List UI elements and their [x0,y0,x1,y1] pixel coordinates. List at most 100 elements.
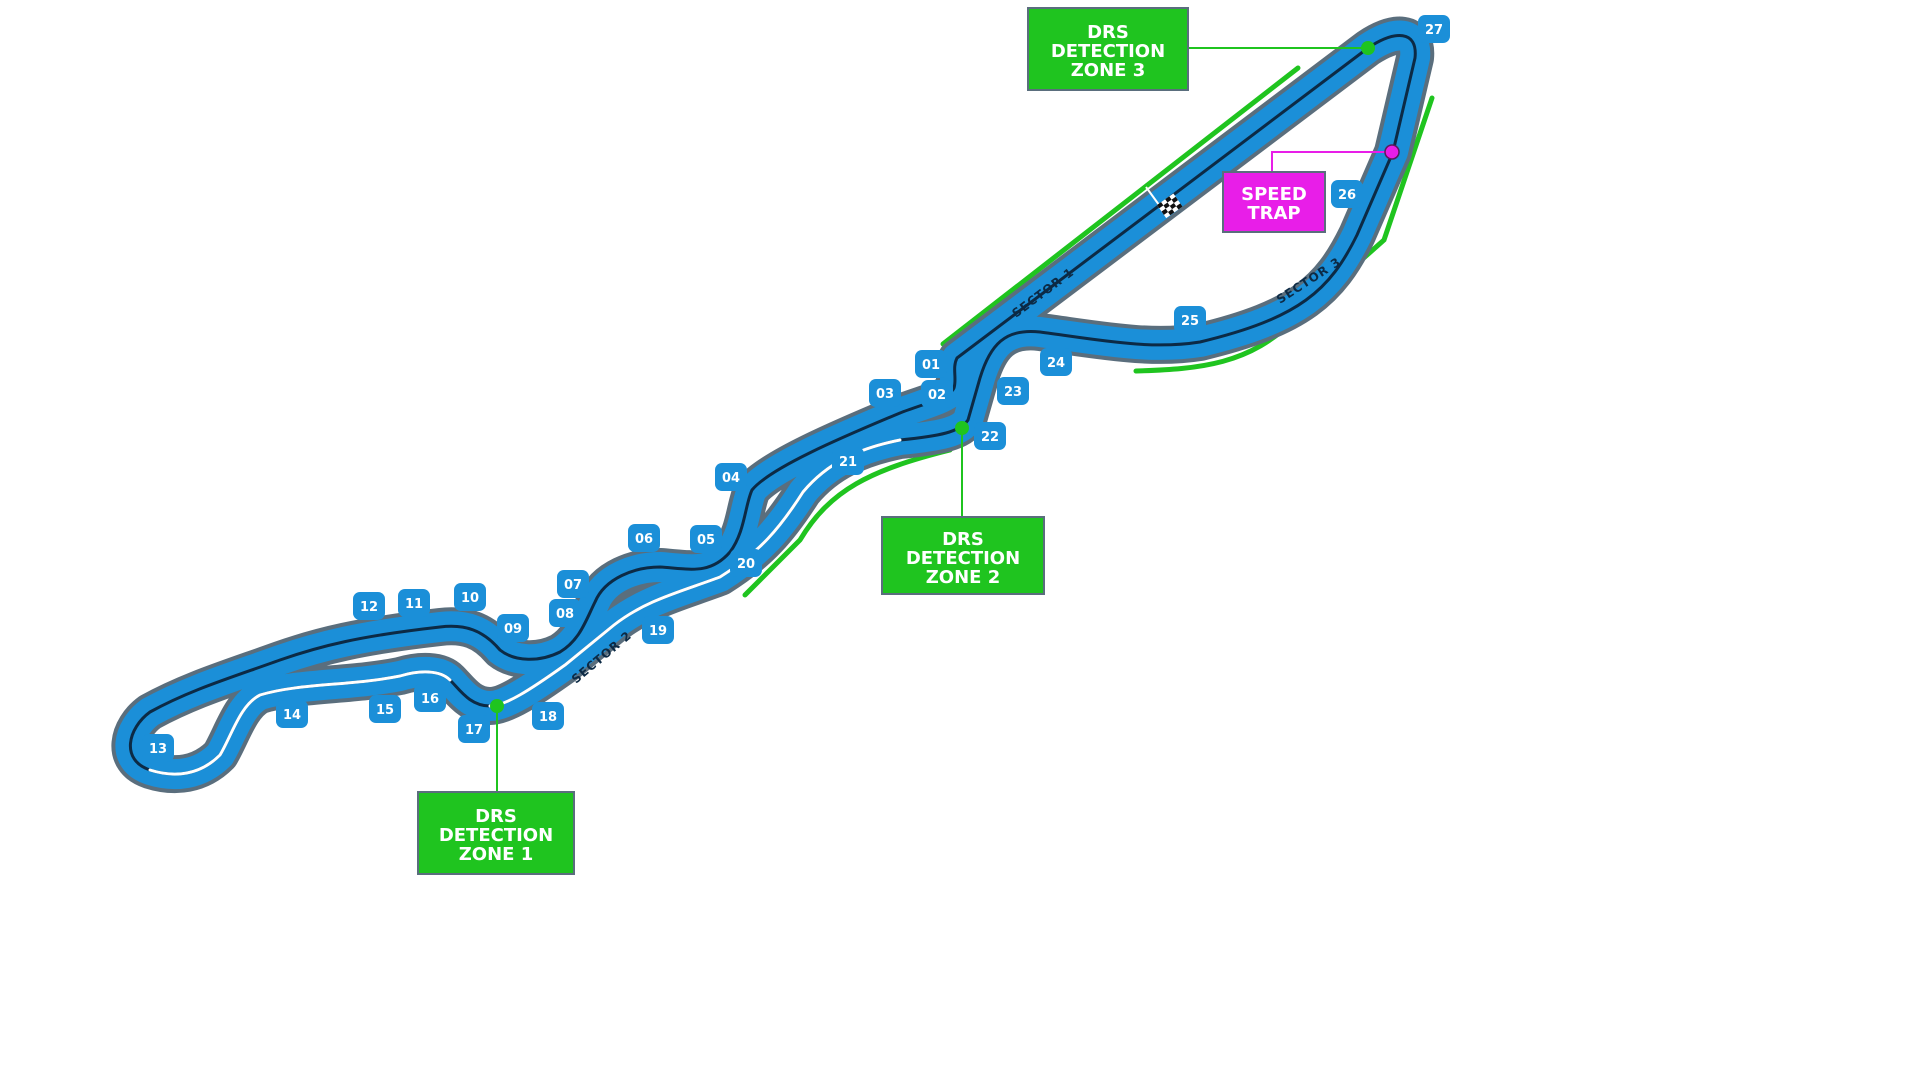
turn-number: 03 [876,387,894,402]
turn-badge-bg [142,734,174,762]
drs-zone-2-callout: DRS DETECTION ZONE 2 [881,516,1045,595]
turn-number: 16 [421,692,439,707]
checkered-flag-icon [1157,193,1183,219]
turn-number: 17 [465,723,483,738]
turn-badge-22: 22 [974,422,1006,450]
speed-trap-connector [1271,151,1392,172]
turn-number: 20 [737,557,755,572]
turn-badge-bg [557,570,589,598]
turn-number: 25 [1181,314,1199,329]
turn-badges: 01 02 03 04 05 06 07 08 09 10 11 12 13 14 15 16 17 18 19 20… [142,15,1450,762]
turn-badge-04: 04 [715,463,747,491]
turn-badge-bg [1331,180,1363,208]
turn-badge-27: 27 [1418,15,1450,43]
turn-badge-11: 11 [398,589,430,617]
turn-badge-09: 09 [497,614,529,642]
turn-number: 13 [149,742,167,757]
turn-badge-bg [715,463,747,491]
drs3-line1: DRS [1087,22,1129,43]
drs2-line2: DETECTION [906,548,1020,569]
turn-badge-bg [532,702,564,730]
turn-number: 27 [1425,23,1443,38]
turn-badge-bg [1174,306,1206,334]
turn-number: 10 [461,591,479,606]
turn-badge-03: 03 [869,379,901,407]
drs2-detection-point [955,421,969,435]
turn-badge-02: 02 [921,380,953,408]
turn-badge-bg [458,715,490,743]
turn-badge-bg [369,695,401,723]
turn-badge-bg [549,599,581,627]
speed-trap-point [1384,144,1400,160]
turn-badge-26: 26 [1331,180,1363,208]
turn-badge-07: 07 [557,570,589,598]
turn-number: 19 [649,624,667,639]
turn-badge-19: 19 [642,616,674,644]
turn-badge-bg [628,524,660,552]
turn-badge-15: 15 [369,695,401,723]
speed-trap-line2: TRAP [1247,203,1300,224]
turn-badge-17: 17 [458,715,490,743]
turn-badge-bg [1040,348,1072,376]
turn-badge-24: 24 [1040,348,1072,376]
turn-badge-bg [730,549,762,577]
turn-badge-bg [869,379,901,407]
turn-number: 09 [504,622,522,637]
drs2-line3: ZONE 2 [926,567,1001,588]
turn-badge-01: 01 [915,350,947,378]
turn-badge-bg [1418,15,1450,43]
turn-badge-bg [454,583,486,611]
turn-badge-06: 06 [628,524,660,552]
turn-badge-bg [921,380,953,408]
turn-badge-05: 05 [690,525,722,553]
turn-number: 22 [981,430,999,445]
drs1-line2: DETECTION [439,825,553,846]
drs3-line3: ZONE 3 [1071,60,1146,81]
drs2-line1: DRS [942,529,984,550]
drs-zone-1-callout: DRS DETECTION ZONE 1 [417,791,575,875]
turn-badge-16: 16 [414,684,446,712]
turn-badge-bg [497,614,529,642]
turn-badge-08: 08 [549,599,581,627]
turn-number: 02 [928,388,946,403]
turn-badge-bg [642,616,674,644]
turn-number: 15 [376,703,394,718]
drs1-line3: ZONE 1 [459,844,534,865]
turn-number: 07 [564,578,582,593]
turn-badge-bg [398,589,430,617]
callout-connectors [496,47,1392,792]
turn-number: 01 [922,358,940,373]
drs-line-sector2 [488,438,902,708]
turn-badge-18: 18 [532,702,564,730]
turn-badge-10: 10 [454,583,486,611]
turn-badge-bg [915,350,947,378]
turn-badge-21: 21 [832,447,864,475]
drs1-line1: DRS [475,806,517,827]
turn-number: 24 [1047,356,1065,371]
drs-line-sector2-b [148,670,452,776]
turn-badge-23: 23 [997,377,1029,405]
drs3-line2: DETECTION [1051,41,1165,62]
turn-badge-bg [974,422,1006,450]
turn-badge-12: 12 [353,592,385,620]
turn-number: 04 [722,471,740,486]
turn-badge-14: 14 [276,700,308,728]
turn-number: 05 [697,533,715,548]
speed-trap-line1: SPEED [1241,184,1307,205]
track [111,16,1435,794]
turn-badge-bg [414,684,446,712]
drs1-detection-point [490,699,504,713]
turn-number: 08 [556,607,574,622]
drs-activation-lines [148,438,902,776]
speed-trap-callout: SPEED TRAP [1222,171,1326,233]
drs-strip-main-straight [940,65,1301,347]
turn-badge-bg [997,377,1029,405]
drs3-detection-point [1361,41,1375,55]
turn-badge-bg [690,525,722,553]
turn-badge-25: 25 [1174,306,1206,334]
turn-badge-13: 13 [142,734,174,762]
turn-number: 26 [1338,188,1356,203]
turn-number: 06 [635,532,653,547]
turn-number: 11 [405,597,423,612]
turn-number: 23 [1004,385,1022,400]
